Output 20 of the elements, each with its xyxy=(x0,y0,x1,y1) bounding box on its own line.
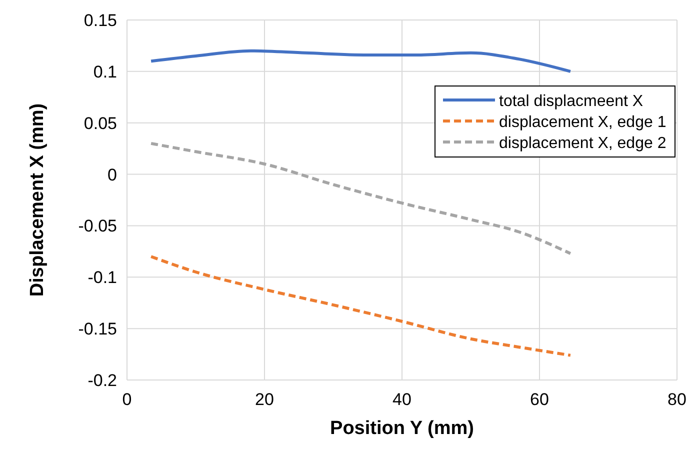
y-tick-label: 0.15 xyxy=(84,11,117,30)
legend-label: displacement X, edge 2 xyxy=(499,135,666,152)
x-tick-label: 60 xyxy=(530,390,549,409)
y-tick-label: -0.2 xyxy=(88,371,117,390)
x-tick-label: 20 xyxy=(255,390,274,409)
legend-label: total displacmeent X xyxy=(499,93,644,110)
y-tick-label: 0 xyxy=(108,165,117,184)
line-series xyxy=(150,255,572,357)
x-tick-label: 40 xyxy=(392,390,412,409)
legend-label: displacement X, edge 1 xyxy=(499,114,666,131)
y-axis-title: Displacement X (mm) xyxy=(27,103,48,297)
y-tick-label: 0.05 xyxy=(84,114,117,133)
y-tick-label: 0.1 xyxy=(93,62,117,82)
x-tick-label: 80 xyxy=(668,390,686,409)
x-tick-label: 0 xyxy=(122,390,132,409)
x-axis-title: Position Y (mm) xyxy=(330,418,474,439)
y-tick-label: -0.15 xyxy=(78,320,117,339)
line-series xyxy=(150,49,572,73)
y-tick-label: -0.05 xyxy=(78,216,117,236)
y-tick-label: -0.1 xyxy=(88,268,117,288)
